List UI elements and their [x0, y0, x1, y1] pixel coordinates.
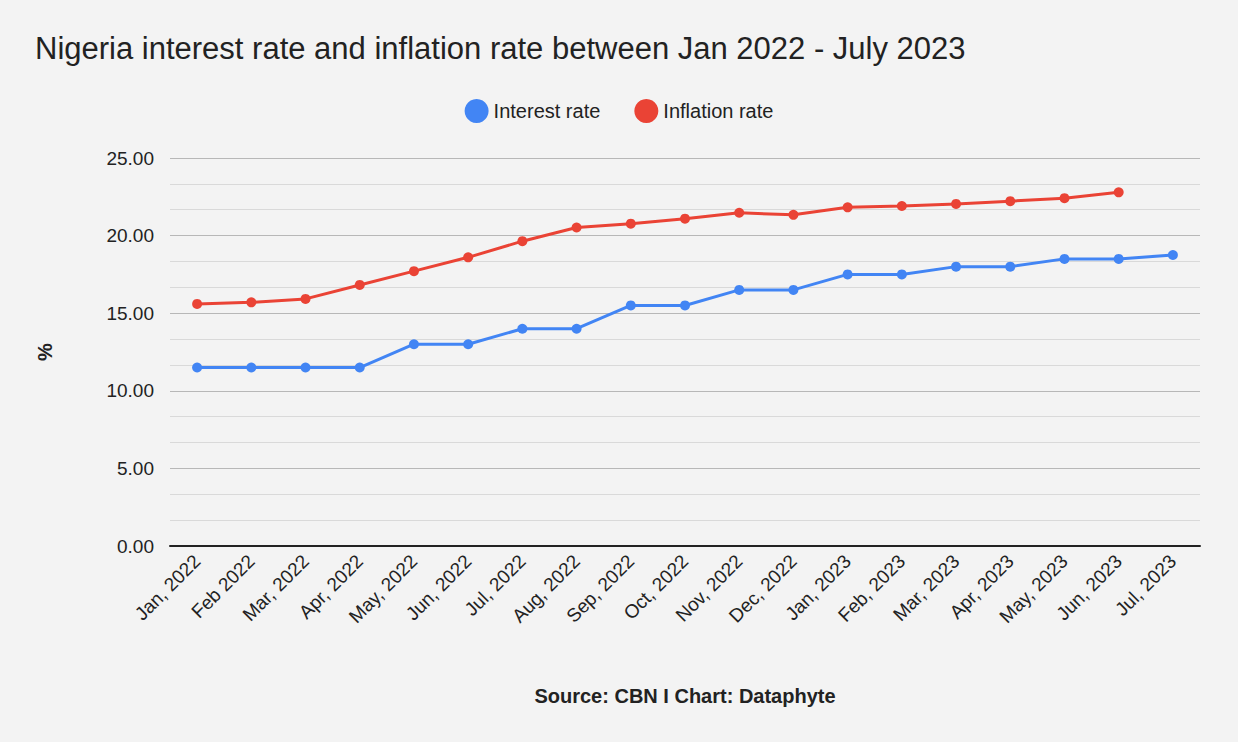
svg-text:Inflation rate: Inflation rate: [663, 100, 773, 122]
svg-text:Jul, 2022: Jul, 2022: [460, 550, 530, 620]
svg-text:Oct, 2022: Oct, 2022: [619, 550, 693, 624]
svg-text:5.00: 5.00: [117, 458, 154, 479]
svg-text:25.00: 25.00: [106, 148, 154, 169]
svg-text:Feb 2022: Feb 2022: [187, 550, 259, 623]
svg-text:20.00: 20.00: [106, 225, 154, 246]
svg-text:Apr, 2023: Apr, 2023: [945, 550, 1018, 623]
svg-text:Mar, 2022: Mar, 2022: [238, 550, 313, 626]
svg-text:Sep, 2022: Sep, 2022: [562, 550, 639, 627]
svg-text:Mar, 2023: Mar, 2023: [888, 550, 964, 626]
svg-text:Nov, 2022: Nov, 2022: [671, 550, 747, 626]
svg-text:15.00: 15.00: [106, 303, 154, 324]
svg-text:Jan, 2023: Jan, 2023: [781, 550, 856, 625]
svg-text:Jul, 2023: Jul, 2023: [1111, 551, 1180, 620]
svg-text:May, 2022: May, 2022: [344, 550, 422, 628]
svg-text:Aug, 2022: Aug, 2022: [507, 550, 584, 627]
svg-text:Apr, 2022: Apr, 2022: [294, 550, 368, 623]
svg-text:10.00: 10.00: [106, 380, 154, 401]
svg-text:Feb, 2023: Feb, 2023: [834, 550, 910, 626]
svg-text:Jan, 2022: Jan, 2022: [130, 550, 205, 625]
svg-text:Jun, 2022: Jun, 2022: [402, 551, 476, 625]
svg-text:Jun, 2023: Jun, 2023: [1052, 551, 1126, 625]
svg-text:Dec, 2022: Dec, 2022: [724, 550, 801, 627]
svg-text:Nigeria interest rate and infl: Nigeria interest rate and inflation rate…: [35, 31, 966, 66]
svg-text:May, 2023: May, 2023: [995, 550, 1072, 628]
svg-text:0.00: 0.00: [117, 536, 154, 557]
svg-text:Source: CBN I Chart: Dataphyte: Source: CBN I Chart: Dataphyte: [534, 685, 835, 707]
svg-text:Interest rate: Interest rate: [494, 100, 601, 122]
svg-text:%: %: [34, 343, 56, 361]
